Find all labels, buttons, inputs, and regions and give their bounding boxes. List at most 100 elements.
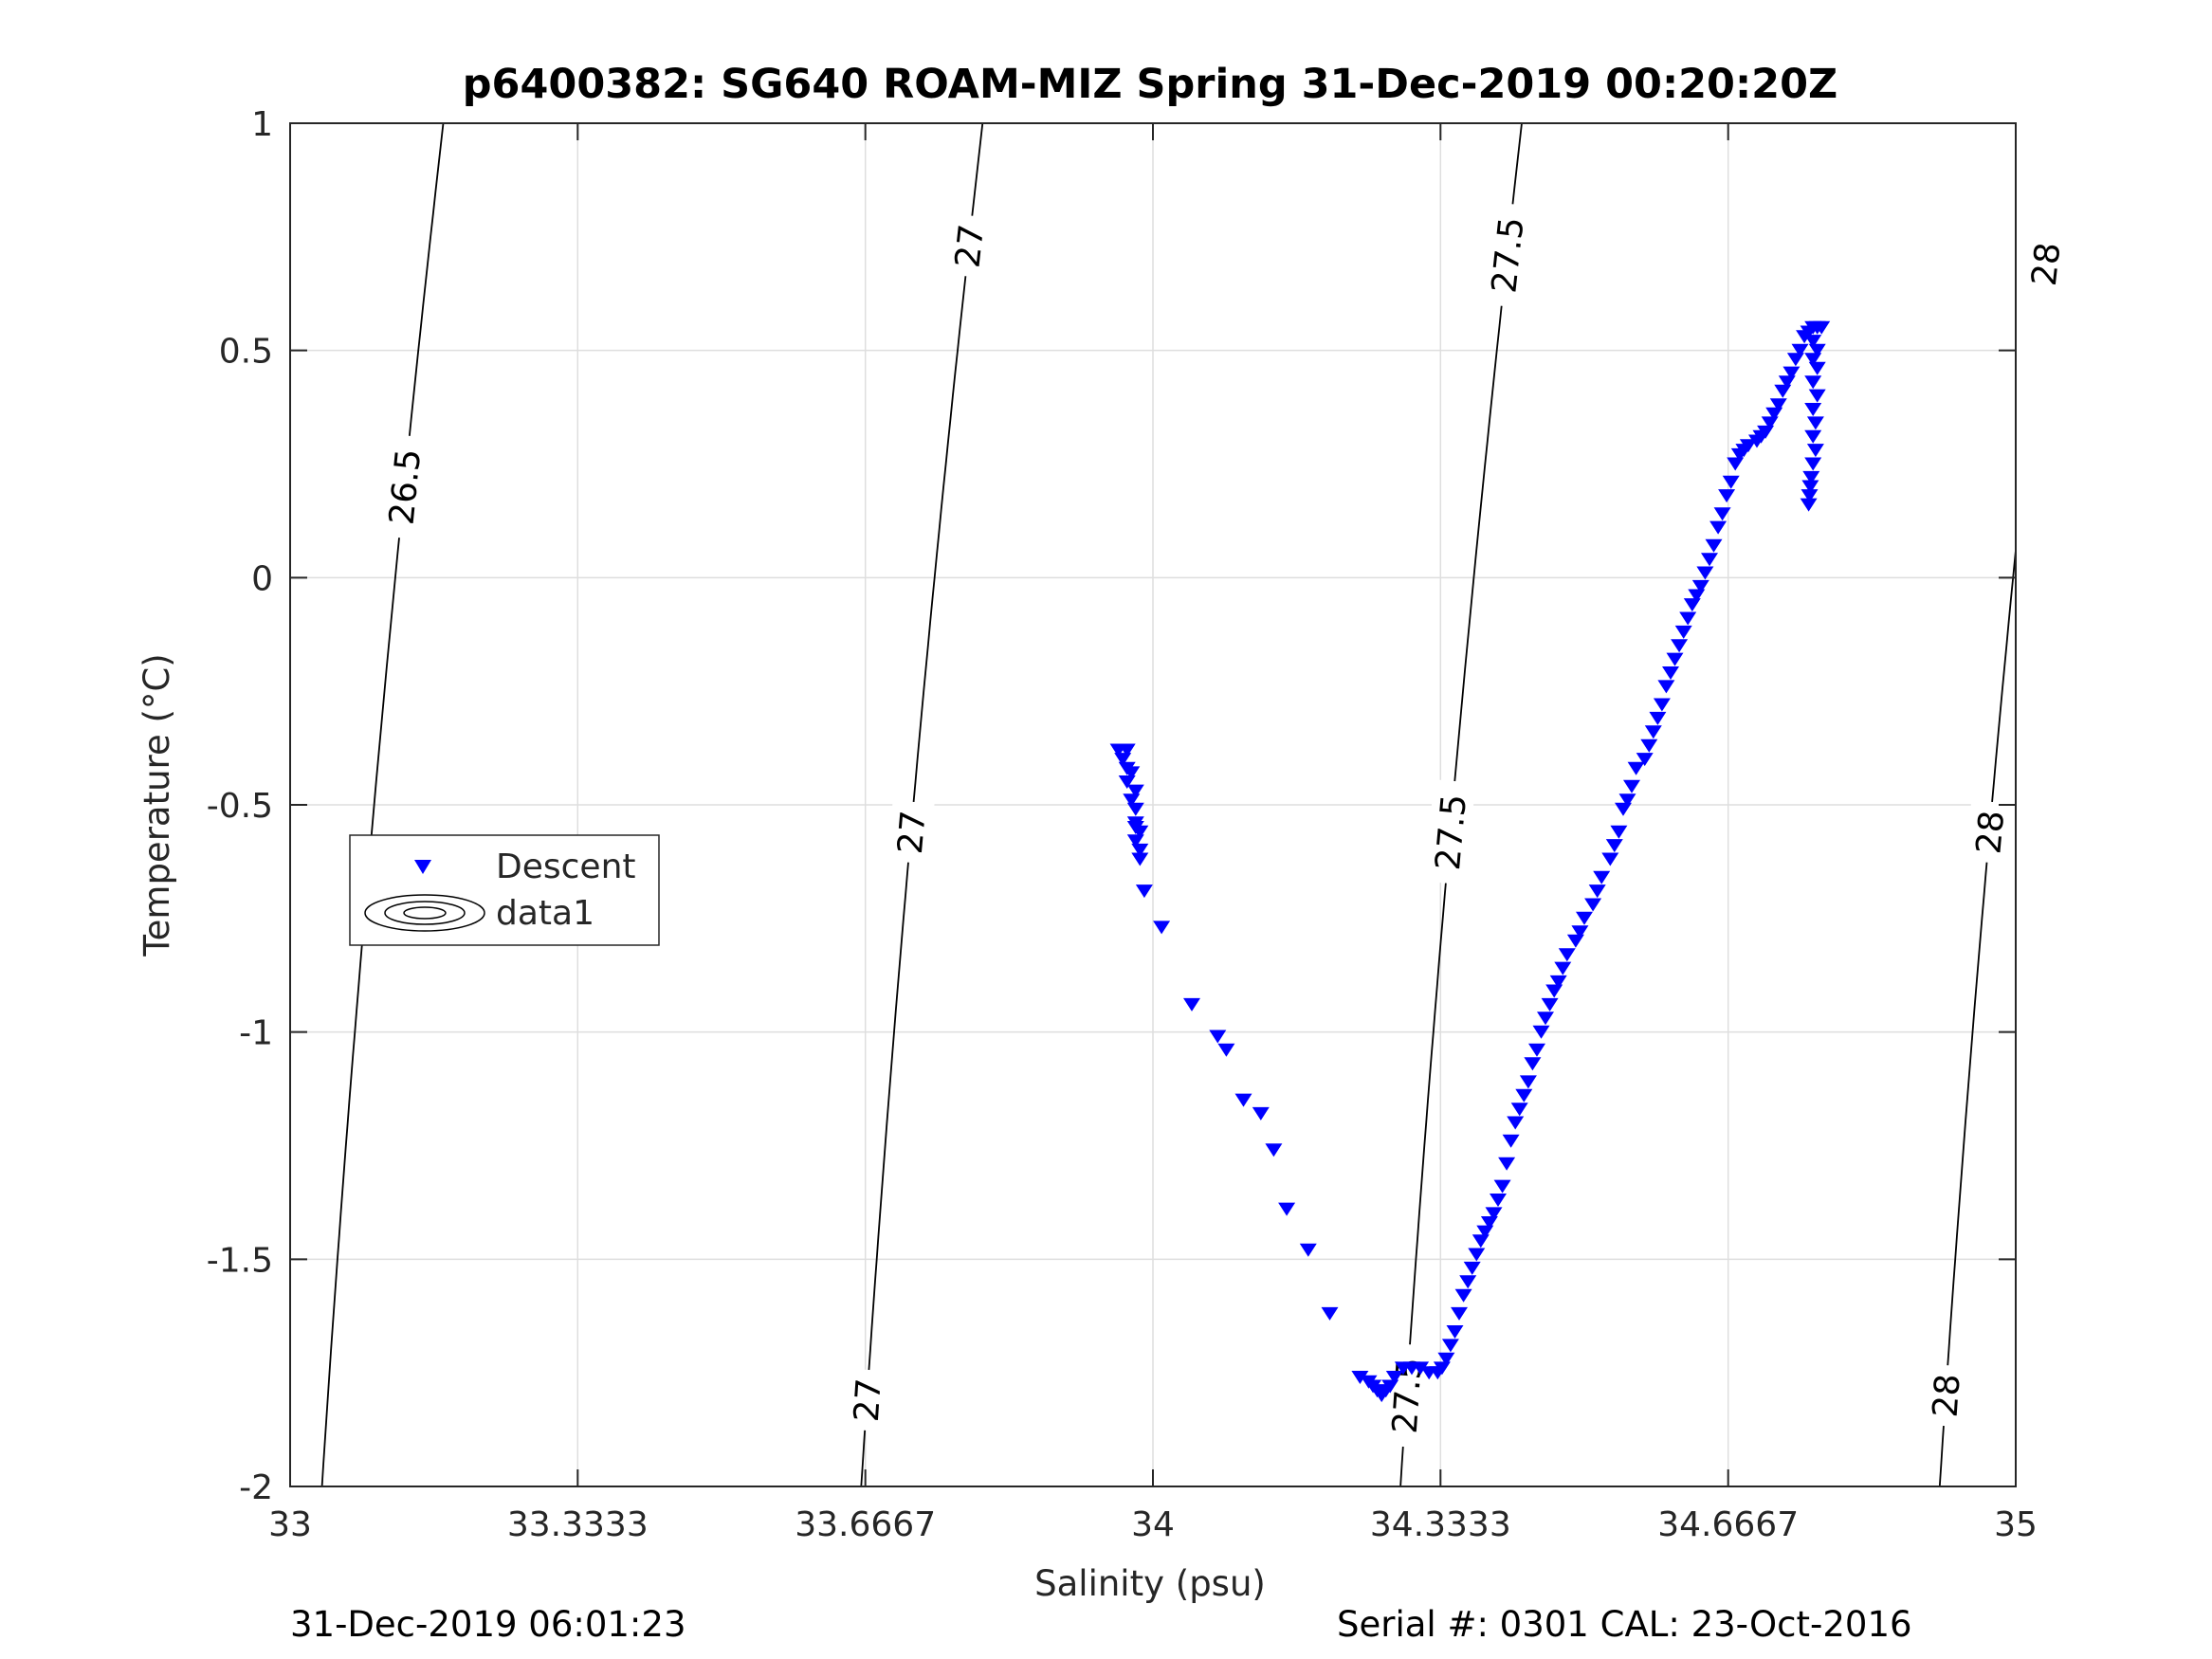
descent-point bbox=[1554, 961, 1572, 975]
isopycnal-label-bg bbox=[1480, 201, 1534, 309]
isopycnal-label-bg bbox=[944, 213, 994, 279]
isopycnal-label-bg bbox=[1424, 779, 1476, 885]
descent-point bbox=[1532, 1025, 1550, 1039]
descent-point bbox=[1644, 725, 1662, 739]
isopycnal-line-26.5 bbox=[320, 123, 445, 1486]
descent-point bbox=[1627, 761, 1645, 775]
descent-point bbox=[1739, 439, 1757, 453]
descent-point bbox=[1808, 361, 1826, 375]
descent-point bbox=[1801, 489, 1819, 503]
descent-point bbox=[1183, 997, 1200, 1012]
isopycnal-label-text: 26.5 bbox=[382, 447, 429, 527]
descent-point bbox=[1507, 1116, 1525, 1130]
descent-point bbox=[1299, 1243, 1317, 1257]
descent-point bbox=[1510, 1103, 1528, 1117]
y-tick-label: -1.5 bbox=[207, 1241, 273, 1280]
isopycnal-label-bg bbox=[844, 1368, 890, 1432]
descent-point bbox=[1131, 825, 1149, 839]
isopycnal-label-text: 28 bbox=[2025, 241, 2069, 288]
descent-point bbox=[1804, 353, 1822, 367]
isopycnal-label: 27 bbox=[844, 1368, 890, 1432]
descent-point bbox=[1671, 639, 1689, 653]
isopycnal-labels: 26.5 27 27 27 27.5 27.5 27.5 28 28 28 bbox=[378, 201, 2070, 1449]
isopycnal-label: 28 bbox=[2020, 231, 2070, 297]
descent-point bbox=[1782, 366, 1801, 380]
descent-point bbox=[1209, 1030, 1227, 1044]
isopycnal-label-bg bbox=[1922, 1363, 1969, 1428]
descent-point bbox=[1135, 884, 1153, 899]
descent-point bbox=[1459, 1275, 1477, 1289]
descent-point bbox=[1571, 925, 1589, 939]
descent-point bbox=[1769, 398, 1787, 412]
descent-point bbox=[1804, 375, 1822, 390]
descent-point bbox=[1537, 1012, 1554, 1026]
descent-point bbox=[1674, 625, 1692, 639]
descent-point bbox=[1653, 698, 1671, 712]
descent-point bbox=[1463, 1261, 1481, 1275]
descent-point bbox=[1804, 335, 1822, 349]
isopycnal-label: 28 bbox=[1965, 799, 2014, 865]
descent-point bbox=[1623, 779, 1640, 793]
descent-point bbox=[1618, 793, 1636, 808]
legend-entry-data1: data1 bbox=[496, 894, 594, 933]
descent-point bbox=[1801, 480, 1819, 494]
y-tick-label: 0 bbox=[251, 559, 273, 598]
legend: Descent data1 bbox=[349, 834, 660, 946]
descent-point bbox=[1252, 1106, 1270, 1121]
x-axis-label: Salinity (psu) bbox=[1034, 1563, 1266, 1604]
x-tick-label: 33.6667 bbox=[795, 1505, 936, 1544]
legend-entry-descent: Descent bbox=[496, 848, 636, 886]
x-tick-label: 33.3333 bbox=[507, 1505, 649, 1544]
descent-point bbox=[1713, 507, 1731, 521]
descent-point bbox=[1515, 1088, 1533, 1103]
descent-point bbox=[1118, 743, 1136, 757]
descent-point bbox=[1468, 1248, 1486, 1262]
y-tick-label: -2 bbox=[239, 1468, 273, 1507]
isopycnal-label-text: 27.5 bbox=[1485, 215, 1531, 295]
descent-point bbox=[1813, 320, 1831, 335]
x-tick-label: 34.6667 bbox=[1657, 1505, 1799, 1544]
footer-timestamp: 31-Dec-2019 06:01:23 bbox=[290, 1604, 686, 1645]
y-tick-label: -0.5 bbox=[207, 787, 273, 826]
x-tick-label: 35 bbox=[1994, 1505, 2038, 1544]
descent-point bbox=[1123, 793, 1141, 808]
descent-point bbox=[1588, 884, 1606, 899]
footer-serial-cal: Serial #: 0301 CAL: 23-Oct-2016 bbox=[1337, 1604, 1912, 1645]
descent-point bbox=[1800, 498, 1818, 512]
descent-point bbox=[1662, 666, 1679, 680]
isopycnal-label: 27.5 bbox=[1381, 1342, 1431, 1449]
descent-point bbox=[1321, 1306, 1339, 1321]
descent-point bbox=[1705, 538, 1723, 553]
descent-point bbox=[1126, 802, 1144, 816]
isopycnal-label: 27.5 bbox=[1480, 201, 1534, 309]
descent-series bbox=[1109, 320, 1831, 1403]
descent-point bbox=[1351, 1371, 1369, 1384]
descent-point bbox=[1437, 1352, 1455, 1366]
descent-point bbox=[1593, 870, 1611, 884]
isopycnal-label: 27 bbox=[887, 799, 935, 865]
isopycnal-label: 28 bbox=[1922, 1363, 1969, 1428]
x-tick-labels: 33 33.3333 33.6667 34 34.3333 34.6667 35 bbox=[268, 1505, 2038, 1544]
isopycnal-label-text: 27 bbox=[948, 223, 992, 270]
descent-point bbox=[1804, 403, 1822, 416]
descent-point bbox=[1126, 784, 1144, 798]
descent-point bbox=[1441, 1339, 1459, 1353]
descent-point bbox=[1153, 921, 1171, 935]
isopycnal-label-bg bbox=[378, 433, 430, 540]
descent-point bbox=[1679, 611, 1697, 626]
legend-contour-icon bbox=[364, 894, 485, 932]
isopycnal-label: 27.5 bbox=[1424, 779, 1476, 885]
descent-point bbox=[1691, 579, 1709, 593]
isopycnal-label: 27 bbox=[944, 213, 994, 279]
isopycnal-label-bg bbox=[2020, 231, 2070, 297]
descent-point bbox=[1278, 1202, 1296, 1216]
y-axis-label: Temperature (°C) bbox=[137, 653, 177, 957]
descent-point bbox=[1804, 457, 1822, 471]
chart-title: p6400382: SG640 ROAM-MIZ Spring 31-Dec-2… bbox=[463, 61, 1837, 108]
descent-point bbox=[1696, 566, 1714, 580]
descent-point bbox=[1610, 825, 1628, 839]
descent-point bbox=[1649, 711, 1667, 725]
descent-point bbox=[1709, 520, 1728, 535]
isopycnal-label: 26.5 bbox=[378, 433, 430, 540]
descent-point bbox=[1502, 1134, 1520, 1148]
